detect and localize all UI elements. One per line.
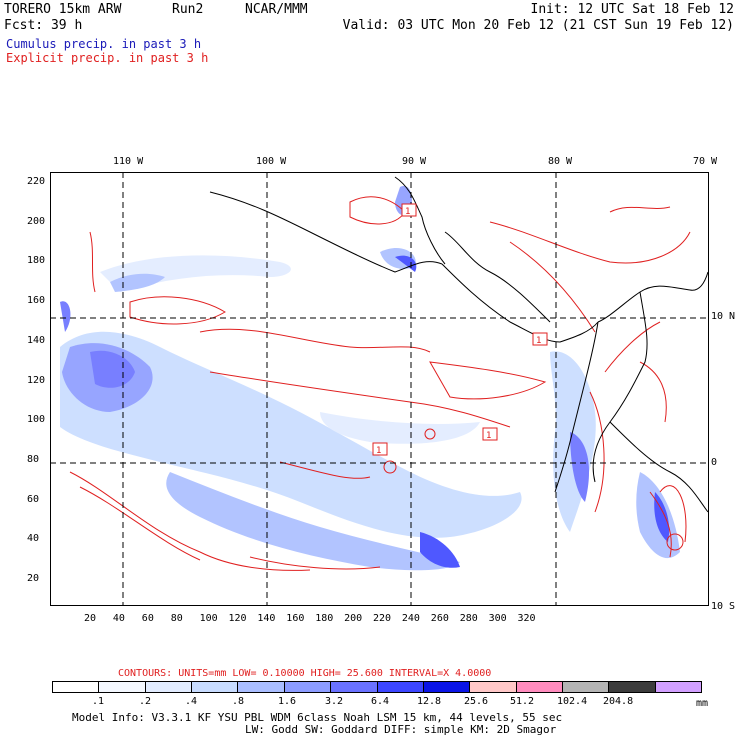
right-lat-label: 0 bbox=[711, 457, 718, 468]
y-tick-label: 140 bbox=[27, 334, 46, 346]
contour-label-2: 1 bbox=[486, 431, 491, 441]
y-tick-label: 80 bbox=[27, 453, 40, 465]
legend-value-label: 51.2 bbox=[510, 696, 535, 707]
legend-swatch bbox=[284, 682, 332, 692]
cumulus-precip-shading bbox=[60, 186, 680, 571]
legend-value-label: 6.4 bbox=[371, 696, 390, 707]
legend-value-label: .1 bbox=[92, 696, 105, 707]
y-tick-label: 120 bbox=[27, 374, 46, 386]
x-tick-label: 60 bbox=[141, 613, 154, 624]
legend-swatch bbox=[470, 682, 517, 692]
x-tick-label: 80 bbox=[170, 613, 183, 624]
legend-value-label: 12.8 bbox=[417, 696, 442, 707]
contours-info: CONTOURS: UNITS=mm LOW= 0.10000 HIGH= 25… bbox=[118, 668, 492, 679]
x-tick-label: 100 bbox=[199, 613, 218, 624]
contour-label-3: 1 bbox=[536, 336, 541, 346]
legend-swatch bbox=[562, 682, 610, 692]
legend-value-label: 102.4 bbox=[557, 696, 588, 707]
model-name: TORERO 15km ARW bbox=[4, 2, 122, 17]
cumulus-precip-label: Cumulus precip. in past 3 h bbox=[6, 37, 202, 51]
x-tick-label: 140 bbox=[257, 613, 276, 624]
y-tick-label: 40 bbox=[27, 533, 40, 545]
init-time: Init: 12 UTC Sat 18 Feb 12 bbox=[530, 2, 735, 17]
legend-swatch bbox=[192, 682, 239, 692]
legend-value-label: 1.6 bbox=[278, 696, 297, 707]
x-tick-label: 180 bbox=[315, 613, 334, 624]
color-legend-bar bbox=[52, 681, 702, 693]
y-tick-label: 220 bbox=[27, 176, 46, 187]
x-tick-label: 200 bbox=[344, 613, 363, 624]
x-tick-label: 220 bbox=[373, 613, 392, 624]
x-tick-label: 240 bbox=[401, 613, 420, 624]
legend-swatch bbox=[377, 682, 424, 692]
legend-swatch bbox=[145, 682, 193, 692]
x-tick-label: 160 bbox=[286, 613, 305, 624]
top-lon-label: 80 W bbox=[548, 156, 573, 167]
y-tick-label: 20 bbox=[27, 573, 40, 584]
legend-swatch bbox=[609, 682, 656, 692]
y-tick-label: 180 bbox=[27, 255, 46, 267]
legend-value-label: .8 bbox=[232, 696, 245, 707]
legend-value-label: .2 bbox=[139, 696, 152, 707]
run-label: Run2 bbox=[172, 2, 204, 17]
org-label: NCAR/MMM bbox=[245, 2, 308, 17]
y-tick-label: 100 bbox=[27, 414, 46, 426]
top-lon-label: 70 W bbox=[693, 156, 718, 167]
y-tick-label: 160 bbox=[27, 295, 46, 307]
model-info-line2: LW: Godd SW: Goddard DIFF: simple KM: 2D… bbox=[245, 723, 557, 736]
legend-swatch bbox=[516, 682, 563, 692]
graticule bbox=[50, 172, 709, 606]
legend-swatch bbox=[423, 682, 471, 692]
x-tick-label: 120 bbox=[228, 613, 247, 624]
contour-label-1: 1 bbox=[376, 446, 381, 456]
valid-time: Valid: 03 UTC Mon 20 Feb 12 (21 CST Sun … bbox=[342, 18, 734, 33]
legend-value-label: 25.6 bbox=[464, 696, 489, 707]
legend-swatch bbox=[238, 682, 285, 692]
y-tick-label: 60 bbox=[27, 493, 40, 505]
contour-label-4: 1 bbox=[405, 207, 410, 217]
legend-units: mm bbox=[696, 698, 709, 709]
legend-value-label: 3.2 bbox=[325, 696, 344, 707]
top-lon-label: 110 W bbox=[113, 156, 144, 167]
legend-swatch bbox=[99, 682, 146, 692]
legend-swatch bbox=[331, 682, 378, 692]
right-lat-label: 10 N bbox=[711, 311, 736, 322]
legend-swatch bbox=[655, 682, 702, 692]
right-lat-label: 10 S bbox=[711, 601, 736, 612]
x-tick-label: 40 bbox=[112, 613, 125, 624]
legend-value-label: .4 bbox=[185, 696, 198, 707]
top-lon-label: 100 W bbox=[256, 156, 287, 167]
x-tick-label: 320 bbox=[517, 613, 536, 624]
top-lon-label: 90 W bbox=[402, 156, 427, 167]
explicit-precip-label: Explicit precip. in past 3 h bbox=[6, 51, 209, 65]
x-tick-label: 280 bbox=[459, 613, 478, 624]
x-tick-label: 20 bbox=[84, 613, 97, 624]
y-tick-label: 200 bbox=[27, 215, 46, 227]
coastlines bbox=[209, 176, 709, 513]
forecast-hour: Fcst: 39 h bbox=[4, 18, 83, 33]
model-info-line1: Model Info: V3.3.1 KF YSU PBL WDM 6class… bbox=[72, 711, 563, 724]
legend-value-label: 204.8 bbox=[603, 696, 634, 707]
x-tick-label: 300 bbox=[488, 613, 507, 624]
contour-label-boxes: 1 1 1 1 bbox=[372, 203, 548, 456]
precip-map: 1 1 1 1 bbox=[50, 172, 709, 606]
x-tick-label: 260 bbox=[430, 613, 449, 624]
legend-swatch bbox=[53, 682, 100, 692]
